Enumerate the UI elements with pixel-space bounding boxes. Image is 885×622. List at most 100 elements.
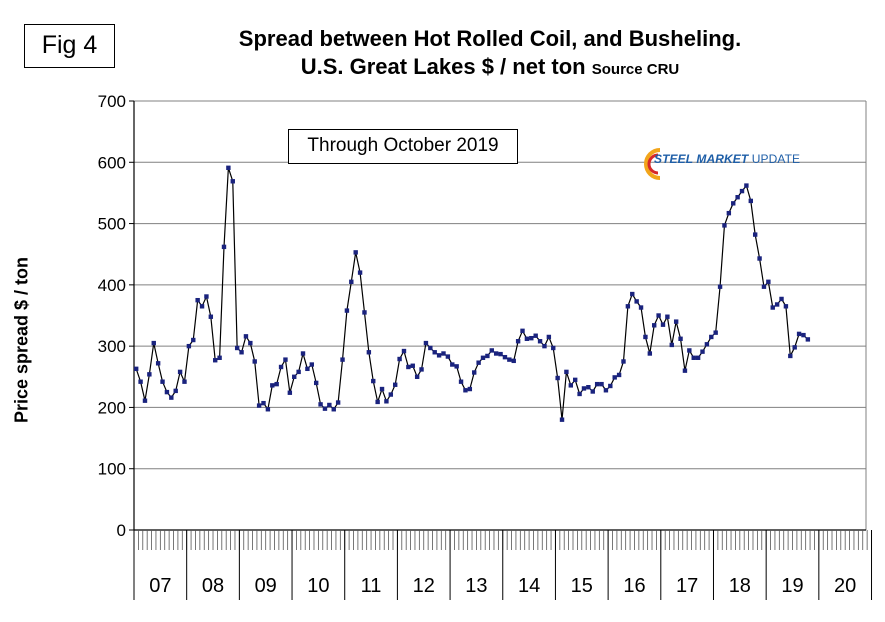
data-point — [177, 369, 183, 375]
data-point — [441, 351, 446, 356]
data-point — [432, 350, 437, 355]
x-tick-label: 13 — [465, 575, 487, 597]
x-tick-label: 16 — [623, 575, 645, 597]
data-point — [761, 284, 767, 289]
data-point — [700, 349, 705, 354]
y-tick-label: 200 — [98, 398, 126, 417]
data-point — [603, 388, 609, 393]
y-tick-label: 700 — [98, 92, 126, 111]
data-point — [313, 380, 319, 386]
x-tick-label: 11 — [361, 575, 382, 597]
data-point — [423, 340, 429, 346]
data-point — [796, 331, 802, 337]
data-point — [757, 256, 762, 261]
data-point — [735, 195, 740, 200]
y-tick-label: 600 — [98, 153, 126, 172]
y-tick-label: 300 — [98, 337, 126, 356]
data-point — [577, 391, 582, 397]
data-point — [133, 366, 139, 372]
data-point — [393, 382, 398, 387]
data-point — [717, 284, 723, 289]
data-point — [463, 388, 468, 393]
data-point — [454, 364, 459, 369]
data-point — [362, 310, 367, 315]
x-tick-label: 07 — [149, 575, 171, 597]
data-point — [366, 350, 372, 355]
data-point — [489, 348, 494, 353]
x-tick-label: 14 — [518, 575, 540, 597]
data-point — [243, 334, 249, 339]
data-point — [704, 342, 710, 347]
data-point — [801, 332, 806, 338]
data-point — [590, 389, 595, 394]
data-point — [384, 399, 389, 404]
logo-brand: STEEL MARKET — [654, 152, 749, 166]
data-point — [638, 305, 644, 310]
data-point — [173, 388, 178, 394]
data-point — [634, 299, 639, 304]
data-point — [340, 357, 345, 362]
data-point — [524, 336, 530, 341]
data-point — [436, 353, 442, 358]
data-point — [147, 372, 152, 377]
data-point — [766, 279, 771, 284]
data-point — [379, 386, 385, 392]
data-point — [476, 360, 481, 365]
data-point — [278, 364, 284, 370]
data-point — [182, 379, 187, 384]
logo-swirl-icon — [644, 148, 661, 180]
data-point — [274, 381, 279, 387]
data-point — [397, 356, 402, 362]
data-point — [709, 334, 714, 340]
data-point — [467, 386, 473, 392]
data-point — [529, 335, 534, 341]
data-point — [371, 378, 376, 384]
title-line-2-text: U.S. Great Lakes $ / net ton — [300, 54, 586, 79]
data-point — [713, 330, 718, 335]
data-point — [226, 165, 231, 171]
data-point — [647, 351, 653, 356]
data-point — [783, 304, 789, 309]
annotation-box: Through October 2019 — [288, 129, 518, 164]
data-point — [652, 323, 657, 328]
data-point — [138, 379, 143, 384]
data-point — [551, 345, 556, 351]
data-point — [335, 400, 341, 405]
data-point — [480, 355, 486, 360]
data-point — [498, 351, 503, 357]
data-point — [805, 337, 811, 342]
data-point — [283, 357, 288, 362]
data-point — [779, 296, 784, 302]
data-point — [234, 345, 240, 351]
x-tick-label: 15 — [571, 575, 593, 597]
data-point — [270, 383, 275, 388]
data-point — [581, 386, 587, 391]
data-point — [493, 351, 499, 356]
data-point — [616, 372, 622, 378]
data-point — [445, 354, 451, 359]
data-point — [682, 368, 688, 373]
data-point — [621, 359, 626, 364]
data-point — [502, 354, 508, 360]
data-point — [160, 379, 165, 384]
data-point — [309, 362, 314, 367]
data-point — [458, 379, 464, 384]
data-point — [213, 358, 218, 363]
data-point — [305, 366, 310, 372]
chart-title: Spread between Hot Rolled Coil, and Bush… — [130, 25, 850, 84]
data-point — [656, 313, 661, 318]
data-point — [287, 390, 293, 395]
steel-market-update-logo: STEEL MARKET UPDATE — [640, 146, 810, 190]
x-tick-label: 09 — [255, 575, 277, 597]
x-tick-label: 18 — [729, 575, 751, 597]
data-point — [555, 375, 560, 381]
data-point — [507, 357, 512, 362]
data-point — [230, 179, 235, 184]
data-point — [322, 406, 328, 411]
data-point — [687, 348, 692, 353]
data-point — [208, 314, 214, 319]
data-point — [221, 244, 227, 250]
data-point — [511, 358, 516, 364]
data-point — [195, 297, 200, 303]
